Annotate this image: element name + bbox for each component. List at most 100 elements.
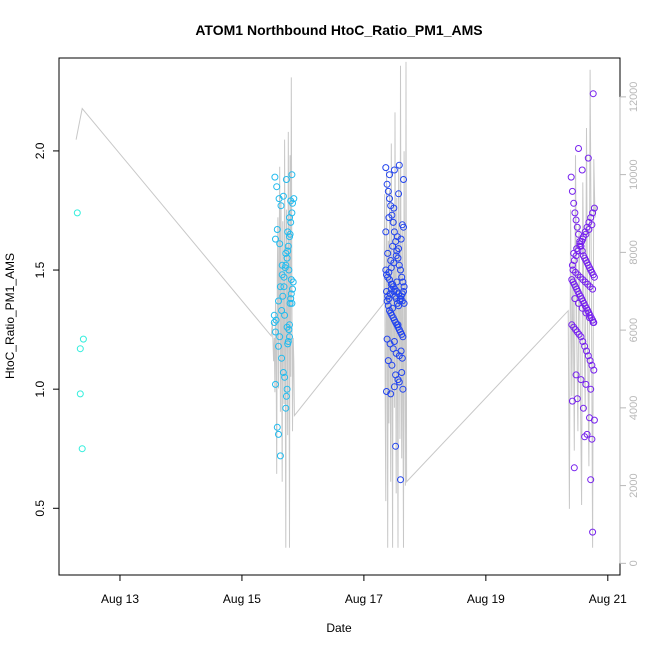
x-axis-label: Date: [326, 621, 352, 635]
data-point-segment-2: [289, 285, 296, 293]
data-point-segment-3: [400, 176, 407, 183]
y2-tick-label: 12000: [628, 82, 640, 113]
x-tick-label: Aug 13: [101, 592, 139, 606]
data-point-segment-4: [586, 314, 593, 322]
data-point-segment-2: [271, 173, 279, 181]
data-point-segment-2: [273, 423, 281, 431]
data-point-segment-2: [287, 290, 295, 298]
data-point-segment-1: [79, 335, 87, 343]
data-point-segment-2: [288, 171, 296, 179]
data-point-segment-2: [286, 321, 293, 329]
data-point-segment-4: [572, 371, 580, 379]
y-tick-label: 1.5: [33, 261, 47, 278]
data-point-segment-3: [389, 242, 397, 250]
data-point-segment-3: [389, 304, 397, 312]
data-point-segment-4: [590, 273, 598, 281]
data-point-segment-1: [76, 345, 84, 353]
y-tick-label: 2.0: [33, 142, 47, 159]
data-point-segment-3: [397, 347, 405, 355]
y2-tick-label: 2000: [628, 473, 640, 497]
y2-tick-label: 4000: [628, 396, 640, 420]
data-point-segment-4: [590, 416, 598, 424]
data-point-segment-3: [387, 257, 395, 264]
data-point-segment-2: [279, 192, 287, 200]
x-tick-label: Aug 17: [345, 592, 383, 606]
y2-tick-label: 8000: [628, 240, 640, 264]
data-point-segment-4: [570, 464, 578, 472]
y-axis-right: 0 2000 4000 6000 8000 10000 12000: [619, 82, 640, 566]
data-point-segment-2: [283, 323, 291, 331]
data-points-layer: [73, 90, 598, 536]
data-point-segment-2: [275, 342, 282, 350]
data-point-segment-4: [576, 273, 584, 281]
data-point-segment-2: [281, 311, 289, 319]
y-tick-label: 0.5: [33, 500, 47, 517]
data-point-segment-4: [579, 235, 587, 243]
data-point-segment-4: [587, 476, 595, 484]
data-point-segment-2: [278, 261, 286, 269]
data-point-segment-4: [572, 216, 580, 224]
data-point-segment-4: [588, 221, 596, 229]
data-point-segment-3: [397, 476, 404, 484]
data-point-segment-4: [579, 338, 587, 345]
x-tick-label: Aug 19: [467, 592, 505, 606]
data-point-segment-3: [386, 171, 393, 179]
data-point-segment-2: [284, 242, 292, 250]
data-point-segment-3: [392, 252, 400, 260]
data-point-segment-3: [382, 228, 390, 236]
data-point-segment-3: [397, 235, 405, 243]
data-point-segment-4: [570, 257, 578, 264]
data-point-segment-2: [279, 292, 287, 300]
right-axis-trace-layer: [75, 61, 597, 548]
data-point-segment-3: [390, 166, 398, 174]
data-point-segment-2: [284, 338, 292, 345]
data-point-segment-2: [282, 392, 290, 400]
data-point-segment-2: [273, 226, 281, 233]
data-point-segment-2: [276, 240, 284, 248]
data-point-segment-4: [589, 90, 597, 98]
data-point-segment-3: [400, 299, 408, 307]
data-point-segment-4: [579, 404, 587, 412]
data-point-segment-2: [286, 333, 293, 341]
data-point-segment-4: [571, 295, 579, 303]
data-point-segment-4: [589, 319, 597, 326]
data-point-segment-1: [73, 209, 81, 217]
data-point-segment-2: [272, 328, 279, 336]
data-point-segment-2: [283, 254, 291, 262]
data-point-segment-4: [584, 352, 592, 360]
y-tick-label: 1.0: [33, 381, 47, 398]
data-point-segment-2: [279, 369, 287, 376]
data-point-segment-4: [568, 261, 576, 269]
data-point-segment-4: [582, 380, 590, 388]
data-point-segment-4: [584, 280, 592, 288]
data-point-segment-2: [286, 230, 294, 238]
data-point-segment-3: [383, 297, 391, 305]
data-point-segment-2: [281, 373, 289, 381]
data-point-segment-2: [277, 202, 285, 210]
data-point-segment-2: [282, 261, 290, 269]
data-point-segment-4: [571, 209, 579, 217]
data-point-segment-3: [394, 321, 402, 329]
data-point-segment-3: [393, 278, 401, 286]
data-point-segment-4: [578, 304, 586, 312]
data-point-segment-2: [276, 452, 284, 460]
data-point-segment-3: [398, 273, 406, 281]
data-point-segment-4: [581, 342, 589, 350]
data-point-segment-3: [385, 214, 393, 222]
data-point-segment-2: [278, 354, 286, 362]
data-point-segment-4: [572, 252, 580, 260]
data-point-segment-3: [395, 290, 403, 298]
data-point-segment-4: [568, 187, 576, 195]
data-point-segment-2: [286, 214, 293, 222]
data-point-segment-3: [392, 442, 400, 450]
data-point-segment-4: [575, 145, 582, 152]
data-point-segment-4: [589, 528, 597, 536]
y-axis-label: HtoC_Ratio_PM1_AMS: [3, 253, 17, 379]
data-point-segment-2: [287, 218, 295, 226]
data-point-segment-4: [570, 199, 578, 207]
data-point-segment-2: [285, 266, 293, 274]
data-point-segment-2: [276, 333, 284, 341]
y2-tick-label: 10000: [628, 159, 640, 190]
data-point-segment-4: [567, 173, 575, 181]
